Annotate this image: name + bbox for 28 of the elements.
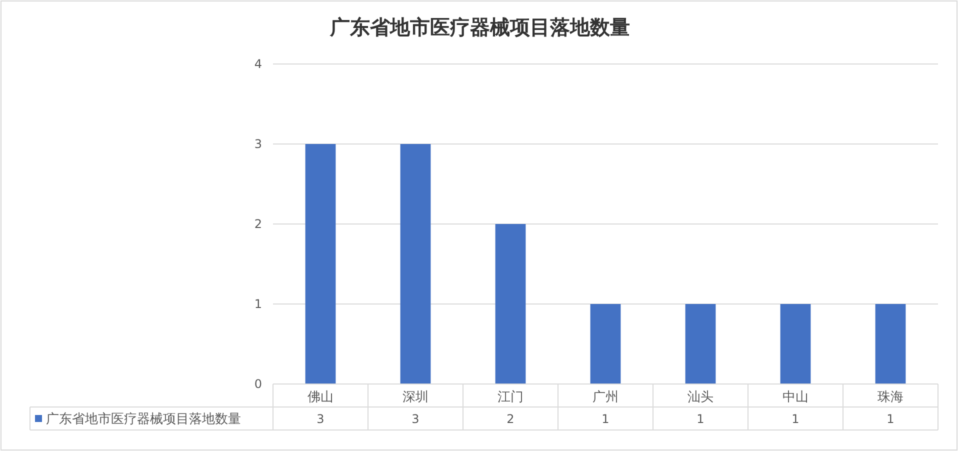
x-tick-label: 深圳 xyxy=(402,390,428,405)
y-tick-label: 4 xyxy=(254,57,262,71)
x-tick-label: 佛山 xyxy=(308,390,334,405)
x-tick-label: 汕头 xyxy=(688,390,714,405)
bar xyxy=(780,304,811,384)
y-tick-label: 0 xyxy=(254,377,262,391)
x-tick-label: 中山 xyxy=(782,390,808,405)
data-label: 1 xyxy=(602,412,610,426)
y-tick-label: 2 xyxy=(254,217,262,231)
data-label: 2 xyxy=(506,412,514,426)
x-tick-label: 江门 xyxy=(498,389,524,405)
bar xyxy=(685,304,716,384)
chart-title: 广东省地市医疗器械项目落地数量 xyxy=(329,16,630,39)
x-tick-label: 广州 xyxy=(592,390,618,405)
data-label: 1 xyxy=(792,412,800,426)
data-label: 3 xyxy=(316,412,324,426)
bar xyxy=(305,144,336,384)
bar xyxy=(590,304,621,384)
y-tick-label: 1 xyxy=(254,297,262,311)
legend-label: 广东省地市医疗器械项目落地数量 xyxy=(46,412,241,427)
x-tick-label: 珠海 xyxy=(878,390,904,405)
bar xyxy=(400,144,431,384)
data-label: 1 xyxy=(696,412,704,426)
data-label: 1 xyxy=(886,412,894,426)
y-tick-label: 3 xyxy=(254,137,262,151)
bar xyxy=(495,224,526,384)
data-label: 3 xyxy=(412,412,420,426)
bar xyxy=(875,304,906,384)
